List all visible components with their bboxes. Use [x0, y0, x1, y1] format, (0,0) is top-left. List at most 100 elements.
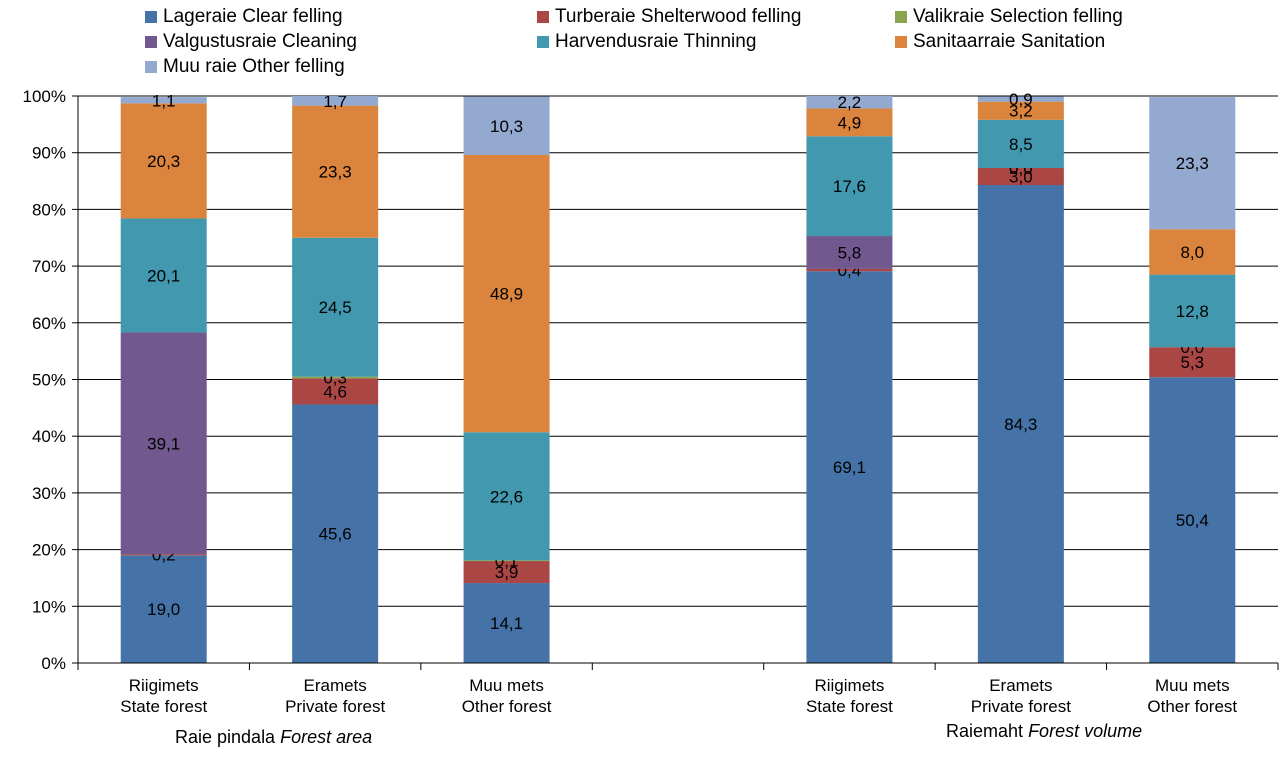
group-label-en: Forest area [280, 727, 373, 747]
y-tick-label: 60% [32, 314, 66, 333]
y-tick-label: 100% [23, 87, 66, 106]
bar-segment [1149, 347, 1236, 378]
data-label: 48,9 [490, 285, 523, 304]
data-label: 22,6 [490, 487, 523, 506]
bar-segment [292, 237, 379, 377]
data-label: 4,9 [838, 113, 862, 132]
bar-segment [292, 105, 379, 238]
legend-swatch [145, 36, 157, 48]
legend-item: Muu raie Other felling [145, 56, 345, 78]
bar-segment [977, 168, 1064, 186]
data-label: 1,7 [323, 92, 347, 111]
data-label: 50,4 [1176, 511, 1209, 530]
bar-segment [806, 271, 893, 663]
data-label: 84,3 [1004, 415, 1037, 434]
data-label: 20,1 [147, 266, 180, 285]
data-label: 4,6 [323, 382, 347, 401]
bar-segment [463, 154, 550, 433]
bar-segment [120, 103, 207, 219]
x-tick-label: Riigimets [129, 676, 199, 695]
legend-swatch [537, 36, 549, 48]
bar-segment [120, 555, 207, 663]
y-tick-label: 30% [32, 484, 66, 503]
data-label: 19,0 [147, 600, 180, 619]
bar-segment [806, 268, 893, 272]
y-tick-label: 20% [32, 541, 66, 560]
legend-item: Turberaie Shelterwood felling [537, 6, 801, 28]
data-label: 8,0 [1180, 243, 1204, 262]
data-label: 39,1 [147, 434, 180, 453]
bar-segment [977, 96, 1064, 102]
legend-swatch [895, 11, 907, 23]
data-label: 8,5 [1009, 135, 1033, 154]
legend-label: Lageraie Clear felling [163, 6, 343, 27]
legend-swatch [537, 11, 549, 23]
data-label: 3,9 [495, 563, 519, 582]
x-tick-label: Eramets [989, 676, 1052, 695]
y-tick-label: 70% [32, 257, 66, 276]
legend-swatch [145, 11, 157, 23]
bar-segment [120, 554, 207, 556]
data-label: 5,3 [1180, 353, 1204, 372]
bar-segment [463, 96, 550, 155]
bar-segment [292, 404, 379, 663]
bar-segment [977, 119, 1064, 169]
x-tick-label: Muu mets [1155, 676, 1230, 695]
bar-segment [120, 332, 207, 555]
y-tick-label: 50% [32, 371, 66, 390]
x-tick-label: State forest [120, 697, 207, 716]
bar-segment [806, 236, 893, 269]
legend-label: Sanitaarraie Sanitation [913, 31, 1106, 52]
legend-label: Valikraie Selection felling [913, 6, 1123, 27]
data-label: 1,1 [152, 91, 176, 110]
data-label: 14,1 [490, 614, 523, 633]
data-label: 12,8 [1176, 302, 1209, 321]
bar-segment [463, 560, 550, 584]
bar-segment [1149, 274, 1236, 348]
data-label: 20,3 [147, 152, 180, 171]
legend-label: Valgustusraie Cleaning [163, 31, 357, 52]
data-label: 10,3 [490, 117, 523, 136]
data-label: 24,5 [319, 298, 352, 317]
group-label-forest-volume: Raiemaht Forest volume [946, 721, 1142, 742]
x-tick-label: Other forest [1147, 697, 1237, 716]
legend-label: Turberaie Shelterwood felling [555, 6, 802, 27]
data-label: 45,6 [319, 525, 352, 544]
data-label: 23,3 [1176, 154, 1209, 173]
group-label-forest-area: Raie pindala Forest area [175, 727, 372, 748]
y-tick-label: 90% [32, 144, 66, 163]
y-tick-label: 0% [41, 654, 66, 673]
group-label-et: Raiemaht [946, 721, 1024, 741]
data-label: 3,2 [1009, 102, 1033, 121]
bar-segment [806, 136, 893, 237]
legend-item: Sanitaarraie Sanitation [895, 31, 1105, 53]
bar-segment [292, 378, 379, 405]
x-tick-label: Riigimets [814, 676, 884, 695]
bar-segment [463, 432, 550, 561]
data-label: 5,8 [838, 243, 862, 262]
y-tick-label: 40% [32, 427, 66, 446]
x-tick-label: Private forest [285, 697, 385, 716]
y-tick-label: 80% [32, 200, 66, 219]
bar-segment [977, 101, 1064, 120]
data-label: 23,3 [319, 163, 352, 182]
bar-segment [977, 185, 1064, 664]
bar-segment [1149, 377, 1236, 663]
bar-segment [806, 96, 893, 109]
legend-label: Harvendusraie Thinning [555, 31, 757, 52]
data-label: 0,9 [1009, 90, 1033, 109]
data-label: 2,2 [838, 93, 862, 112]
legend-item: Lageraie Clear felling [145, 6, 343, 28]
bar-segment [120, 218, 207, 333]
bar-segment [1149, 97, 1236, 230]
y-tick-label: 10% [32, 597, 66, 616]
legend-item: Valikraie Selection felling [895, 6, 1123, 28]
legend-item: Harvendusraie Thinning [537, 31, 756, 53]
bar-segment [463, 560, 550, 562]
x-tick-label: Muu mets [469, 676, 544, 695]
bar-segment [120, 97, 207, 104]
x-tick-label: Eramets [303, 676, 366, 695]
group-label-et: Raie pindala [175, 727, 276, 747]
legend-swatch [145, 61, 157, 73]
